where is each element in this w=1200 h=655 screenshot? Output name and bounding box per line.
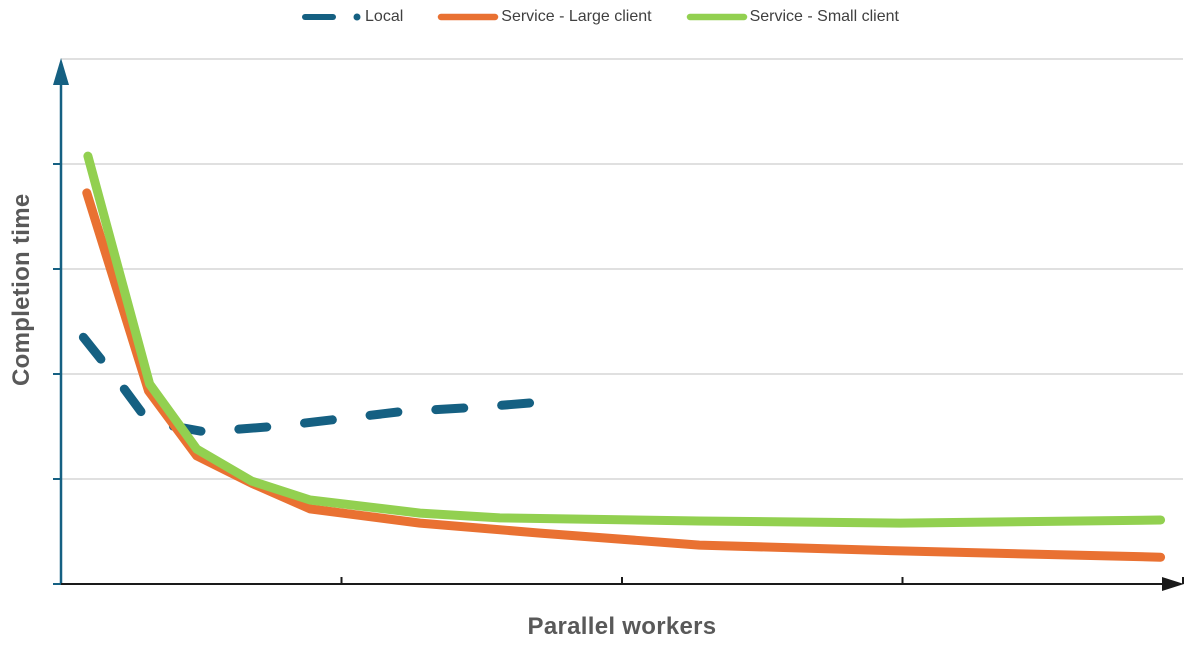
chart-legend: Local Service - Large client Service - S… — [0, 8, 1200, 26]
x-axis-title: Parallel workers — [527, 613, 717, 640]
legend-item-local: Local — [301, 8, 403, 26]
legend-label-service-small: Service - Small client — [749, 8, 899, 25]
legend-label-local: Local — [365, 8, 404, 25]
local-series-swatch-icon — [302, 13, 361, 21]
legend-label-service-large: Service - Large client — [501, 8, 652, 25]
legend-item-service-small-client: Service - Small client — [686, 8, 899, 26]
legend-item-service-large-client: Service - Large client — [437, 8, 652, 26]
y-axis-title: Completion time — [8, 193, 35, 387]
service-large-series-swatch-icon — [438, 13, 499, 21]
service-small-series-swatch-icon — [686, 13, 747, 21]
